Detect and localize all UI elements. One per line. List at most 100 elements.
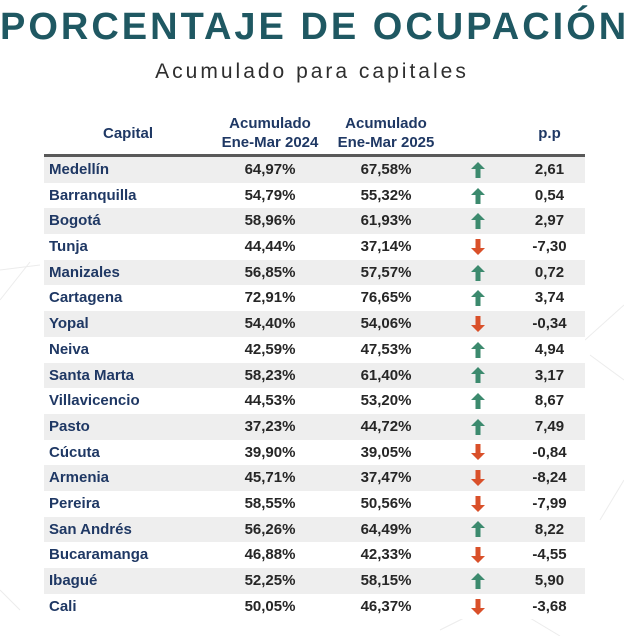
header-2024-line2: Ene-Mar 2024 — [221, 134, 319, 151]
city-name: Cali — [49, 597, 77, 615]
pp-value: -7,30 — [532, 238, 567, 256]
table-row: Cúcuta 39,90% 39,05% -0,84 — [44, 439, 585, 466]
pp-value: -0,84 — [532, 443, 567, 461]
city-name: Yopal — [49, 315, 89, 333]
city-name: Barranquilla — [49, 186, 137, 204]
pp-value: 3,74 — [534, 289, 565, 307]
arrow-up-icon — [468, 183, 488, 209]
value-2024: 50,05% — [244, 597, 296, 615]
city-name: San Andrés — [49, 520, 132, 538]
value-2025: 50,56% — [360, 494, 412, 512]
table-row: Medellín 64,97% 67,58% 2,61 — [44, 157, 585, 183]
city-name: Ibagué — [49, 572, 98, 589]
table-row: Manizales 56,85% 57,57% 0,72 — [44, 259, 585, 286]
value-2025: 76,65% — [360, 289, 412, 307]
value-2025: 46,37% — [360, 597, 412, 615]
table-body: Medellín 64,97% 67,58% 2,61 Barranquilla 54,7… — [44, 157, 585, 620]
arrow-down-icon — [468, 234, 488, 260]
value-2024: 64,97% — [244, 161, 296, 178]
value-2024: 58,96% — [244, 212, 296, 230]
table-row: Neiva 42,59% 47,53% 4,94 — [44, 336, 585, 363]
value-2024: 56,85% — [244, 263, 296, 281]
header-2025: Acumulado Ene-Mar 2025 — [328, 114, 444, 152]
table-row: Ibagué 52,25% 58,15% 5,90 — [44, 568, 585, 594]
page-title: PORCENTAJE DE OCUPACIÓN — [0, 6, 624, 48]
value-2025: 37,14% — [360, 238, 412, 256]
header-capital: Capital — [102, 125, 153, 142]
arrow-up-icon — [468, 208, 488, 234]
header-2024-line1: Acumulado — [229, 115, 311, 132]
table-row: Pereira 58,55% 50,56% -7,99 — [44, 490, 585, 517]
city-name: Manizales — [49, 263, 120, 281]
city-name: Cartagena — [49, 289, 123, 307]
value-2025: 53,20% — [360, 392, 412, 410]
value-2024: 42,59% — [244, 340, 296, 358]
value-2025: 58,15% — [360, 572, 412, 589]
table-row: Villavicencio 44,53% 53,20% 8,67 — [44, 388, 585, 414]
value-2024: 56,26% — [244, 520, 296, 538]
pp-value: -0,34 — [532, 315, 567, 333]
value-2025: 39,05% — [360, 443, 412, 461]
city-name: Armenia — [49, 469, 110, 487]
arrow-up-icon — [468, 388, 488, 414]
arrow-up-icon — [468, 568, 488, 594]
value-2024: 44,53% — [244, 392, 296, 410]
pp-value: -7,99 — [532, 494, 567, 512]
pp-value: 5,90 — [534, 572, 565, 589]
table-row: Tunja 44,44% 37,14% -7,30 — [44, 234, 585, 260]
value-2025: 64,49% — [360, 520, 412, 538]
pp-value: 8,22 — [534, 520, 565, 538]
value-2025: 61,93% — [360, 212, 412, 230]
value-2025: 54,06% — [360, 315, 412, 333]
value-2024: 37,23% — [244, 417, 296, 435]
table-row: Pasto 37,23% 44,72% 7,49 — [44, 413, 585, 440]
value-2024: 54,79% — [244, 186, 296, 204]
arrow-up-icon — [468, 517, 488, 543]
value-2025: 55,32% — [360, 186, 412, 204]
value-2024: 39,90% — [244, 443, 296, 461]
table-row: Bucaramanga 46,88% 42,33% -4,55 — [44, 542, 585, 568]
arrow-up-icon — [468, 337, 488, 363]
value-2025: 47,53% — [360, 340, 412, 358]
pp-value: 0,72 — [534, 263, 565, 281]
arrow-down-icon — [468, 594, 488, 620]
pp-value: -8,24 — [532, 469, 567, 487]
table-row: San Andrés 56,26% 64,49% 8,22 — [44, 516, 585, 543]
arrow-up-icon — [468, 157, 488, 183]
city-name: Bogotá — [49, 212, 101, 230]
header-pp: p.p — [538, 125, 561, 142]
pp-value: 7,49 — [534, 417, 565, 435]
pp-value: -3,68 — [532, 597, 567, 615]
pp-value: -4,55 — [532, 546, 567, 564]
occupancy-table: Capital Acumulado Ene-Mar 2024 Acumulado… — [44, 113, 585, 620]
value-2024: 58,55% — [244, 494, 296, 512]
city-name: Medellín — [49, 161, 110, 178]
pp-value: 4,94 — [534, 340, 565, 358]
table-header: Capital Acumulado Ene-Mar 2024 Acumulado… — [44, 113, 585, 157]
value-2024: 58,23% — [244, 366, 296, 384]
arrow-up-icon — [468, 414, 488, 440]
arrow-down-icon — [468, 542, 488, 568]
header-2025-line1: Acumulado — [345, 115, 427, 132]
value-2024: 72,91% — [244, 289, 296, 307]
arrow-down-icon — [468, 311, 488, 337]
value-2024: 44,44% — [244, 238, 296, 256]
value-2025: 37,47% — [360, 469, 412, 487]
page-subtitle: Acumulado para capitales — [155, 60, 469, 83]
value-2025: 61,40% — [360, 366, 412, 384]
value-2024: 45,71% — [244, 469, 296, 487]
city-name: Pasto — [49, 417, 90, 435]
value-2025: 42,33% — [360, 546, 412, 564]
header-2024: Acumulado Ene-Mar 2024 — [212, 114, 328, 152]
pp-value: 2,61 — [534, 161, 565, 178]
pp-value: 0,54 — [534, 186, 565, 204]
city-name: Tunja — [49, 238, 88, 256]
value-2024: 54,40% — [244, 315, 296, 333]
table-row: Barranquilla 54,79% 55,32% 0,54 — [44, 182, 585, 209]
value-2025: 67,58% — [360, 161, 412, 178]
city-name: Pereira — [49, 494, 100, 512]
city-name: Neiva — [49, 340, 90, 358]
arrow-up-icon — [468, 363, 488, 389]
city-name: Bucaramanga — [49, 546, 149, 564]
city-name: Santa Marta — [49, 366, 135, 384]
